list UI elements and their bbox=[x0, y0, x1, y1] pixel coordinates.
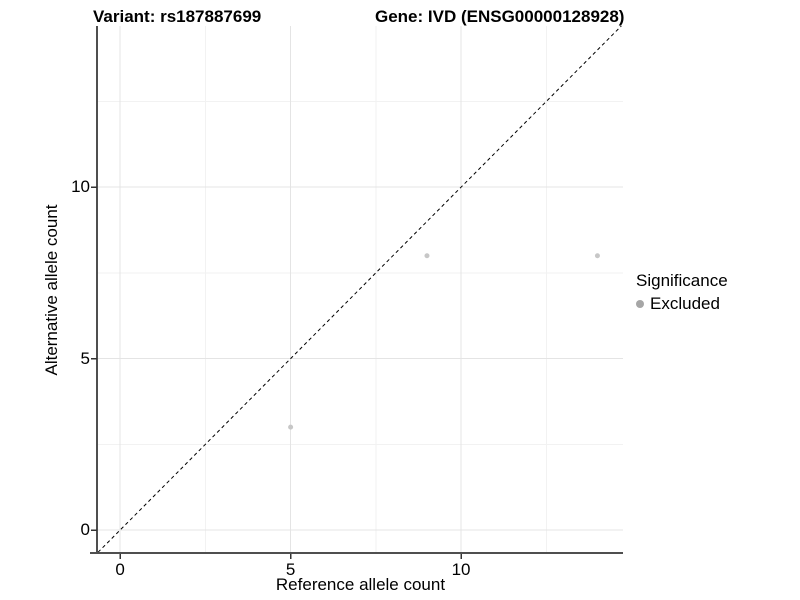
y-tick-label: 10 bbox=[71, 177, 90, 197]
x-tick-label: 0 bbox=[115, 560, 125, 579]
y-tick-label: 5 bbox=[80, 348, 90, 368]
x-axis-label: Reference allele count bbox=[275, 575, 446, 594]
data-point bbox=[424, 253, 430, 259]
data-point bbox=[288, 424, 294, 430]
y-axis-label: Alternative allele count bbox=[42, 204, 61, 376]
excluded-point-icon bbox=[636, 299, 644, 308]
legend: Significance Excluded bbox=[636, 270, 728, 315]
data-point bbox=[594, 253, 600, 259]
variant-title: Variant: rs187887699 bbox=[93, 7, 262, 26]
legend-item-excluded: Excluded bbox=[636, 293, 728, 314]
y-tick-label: 0 bbox=[80, 520, 90, 540]
legend-item-label: Excluded bbox=[650, 294, 720, 314]
x-tick-label: 10 bbox=[451, 560, 471, 579]
x-tick-label: 5 bbox=[285, 560, 296, 579]
legend-title: Significance bbox=[636, 271, 728, 290]
identity-reference-line bbox=[97, 25, 622, 553]
gene-title: Gene: IVD (ENSG00000128928) bbox=[375, 7, 625, 26]
